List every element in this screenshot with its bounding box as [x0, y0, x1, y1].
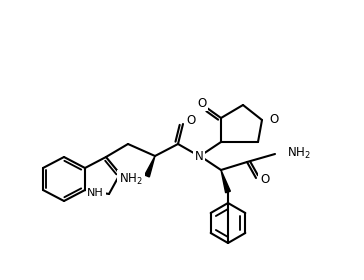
Text: O: O [197, 97, 207, 109]
Text: NH$_2$: NH$_2$ [287, 145, 311, 160]
Text: NH$_2$: NH$_2$ [119, 171, 143, 186]
Text: N: N [195, 150, 203, 162]
Text: O: O [269, 113, 278, 125]
Polygon shape [145, 156, 155, 177]
Polygon shape [221, 170, 230, 193]
Text: NH: NH [87, 188, 104, 198]
Text: O: O [260, 172, 269, 186]
Text: O: O [186, 113, 195, 127]
